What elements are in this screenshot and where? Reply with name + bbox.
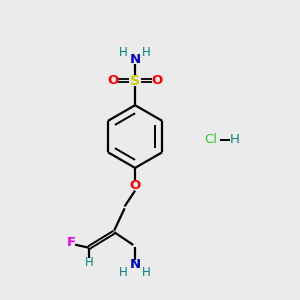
Text: H: H [119,46,128,59]
Text: S: S [130,74,140,88]
Text: O: O [107,74,118,87]
Text: H: H [142,46,151,59]
Text: N: N [130,259,141,272]
Text: O: O [129,179,141,192]
Text: F: F [66,236,75,249]
Text: H: H [84,256,93,269]
Text: O: O [152,74,163,87]
Text: H: H [142,266,151,279]
Text: Cl: Cl [205,133,218,146]
Text: H: H [230,133,240,146]
Text: N: N [130,53,141,66]
Text: H: H [119,266,128,279]
